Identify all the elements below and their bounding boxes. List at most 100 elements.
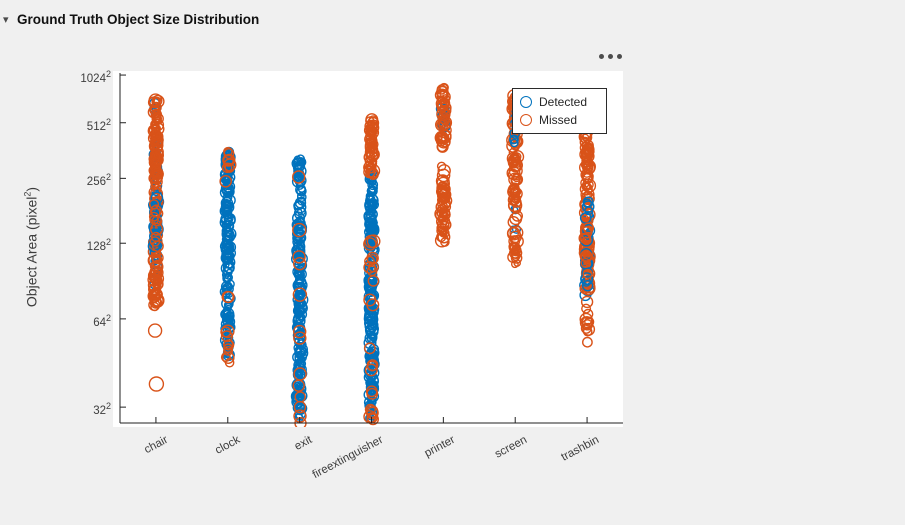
scatter-point	[222, 154, 235, 167]
section-collapse-icon[interactable]: ▾	[3, 14, 9, 26]
y-tick-label: 5122	[86, 116, 111, 133]
scatter-point	[435, 117, 449, 132]
scatter-point	[221, 297, 234, 310]
scatter-point	[582, 326, 593, 337]
scatter-point	[149, 288, 161, 300]
scatter-chart	[113, 71, 623, 427]
legend: Detected Missed	[512, 88, 607, 134]
scatter-point	[297, 196, 307, 206]
scatter-point	[364, 403, 377, 416]
scatter-point	[151, 112, 164, 125]
scatter-point	[225, 320, 234, 328]
scatter-point	[439, 82, 449, 93]
scatter-point	[150, 123, 159, 132]
scatter-point	[509, 138, 519, 148]
scatter-point	[436, 161, 447, 172]
y-tick-label: 2562	[86, 172, 111, 189]
scatter-point	[291, 228, 304, 240]
scatter-point	[297, 238, 305, 247]
scatter-point	[293, 199, 305, 211]
scatter-point	[581, 281, 596, 296]
scatter-point	[512, 204, 522, 214]
scatter-point	[222, 273, 232, 283]
scatter-point	[293, 331, 307, 345]
scatter-points	[147, 82, 597, 427]
scatter-point	[150, 152, 161, 162]
scatter-point	[364, 316, 378, 330]
scatter-point	[153, 275, 163, 285]
scatter-point	[437, 191, 448, 202]
scatter-point	[582, 250, 596, 264]
scatter-point	[437, 187, 448, 198]
scatter-point	[148, 199, 160, 210]
scatter-point	[147, 323, 163, 338]
scatter-point	[220, 352, 231, 363]
scatter-point	[292, 379, 305, 392]
scatter-point	[222, 255, 232, 265]
figure-title: Ground Truth Object Size Distribution	[17, 12, 260, 27]
scatter-point	[506, 166, 521, 181]
scatter-point	[510, 196, 522, 208]
live-script-figure-output: ▾ Ground Truth Object Size Distribution …	[3, 12, 629, 481]
scatter-point	[581, 133, 590, 142]
scatter-point	[296, 402, 308, 415]
scatter-point	[293, 324, 307, 339]
scatter-point	[582, 308, 594, 320]
figure-options-button[interactable]	[595, 51, 629, 63]
scatter-point	[292, 236, 304, 248]
scatter-point	[364, 255, 375, 267]
scatter-point	[436, 140, 449, 153]
scatter-point	[582, 336, 593, 348]
scatter-point	[438, 181, 448, 191]
scatter-point	[580, 177, 590, 188]
scatter-point	[223, 345, 234, 356]
scatter-point	[296, 327, 304, 335]
scatter-point	[363, 310, 376, 323]
scatter-point	[581, 200, 595, 213]
ellipsis-dot-icon	[599, 54, 604, 59]
scatter-point	[508, 191, 520, 203]
scatter-point	[220, 330, 233, 343]
scatter-point	[367, 209, 378, 220]
legend-item-detected: Detected	[520, 93, 600, 111]
y-tick-label: 322	[93, 401, 111, 417]
scatter-point	[292, 250, 306, 264]
scatter-point	[152, 259, 163, 270]
scatter-point	[296, 191, 305, 200]
scatter-point	[581, 146, 591, 156]
scatter-point	[365, 130, 375, 141]
scatter-point	[365, 116, 375, 126]
scatter-point	[580, 226, 593, 239]
scatter-point	[147, 283, 160, 296]
scatter-point	[219, 174, 232, 188]
scatter-point	[150, 302, 160, 312]
scatter-point	[293, 157, 303, 167]
ellipsis-dot-icon	[608, 54, 613, 59]
missed-marker-icon	[520, 114, 532, 126]
scatter-point	[581, 159, 597, 174]
scatter-point	[583, 157, 592, 166]
scatter-point	[223, 146, 233, 157]
scatter-point	[368, 168, 379, 180]
scatter-point	[223, 339, 235, 351]
scatter-point	[437, 230, 451, 244]
scatter-point	[150, 296, 162, 307]
legend-label: Missed	[539, 113, 578, 127]
scatter-point	[152, 267, 162, 276]
scatter-point	[366, 234, 381, 249]
scatter-point	[366, 360, 378, 372]
scatter-point	[293, 400, 307, 414]
scatter-point	[365, 222, 375, 233]
scatter-point	[435, 208, 449, 223]
scatter-point	[224, 214, 236, 227]
scatter-point	[364, 320, 377, 333]
scatter-point	[582, 268, 593, 280]
scatter-point	[151, 167, 163, 178]
scatter-point	[512, 248, 520, 257]
scatter-point	[222, 201, 235, 214]
scatter-point	[508, 172, 522, 187]
scatter-point	[293, 305, 305, 317]
scatter-point	[152, 254, 161, 263]
scatter-point	[296, 351, 304, 358]
scatter-point	[435, 174, 450, 189]
